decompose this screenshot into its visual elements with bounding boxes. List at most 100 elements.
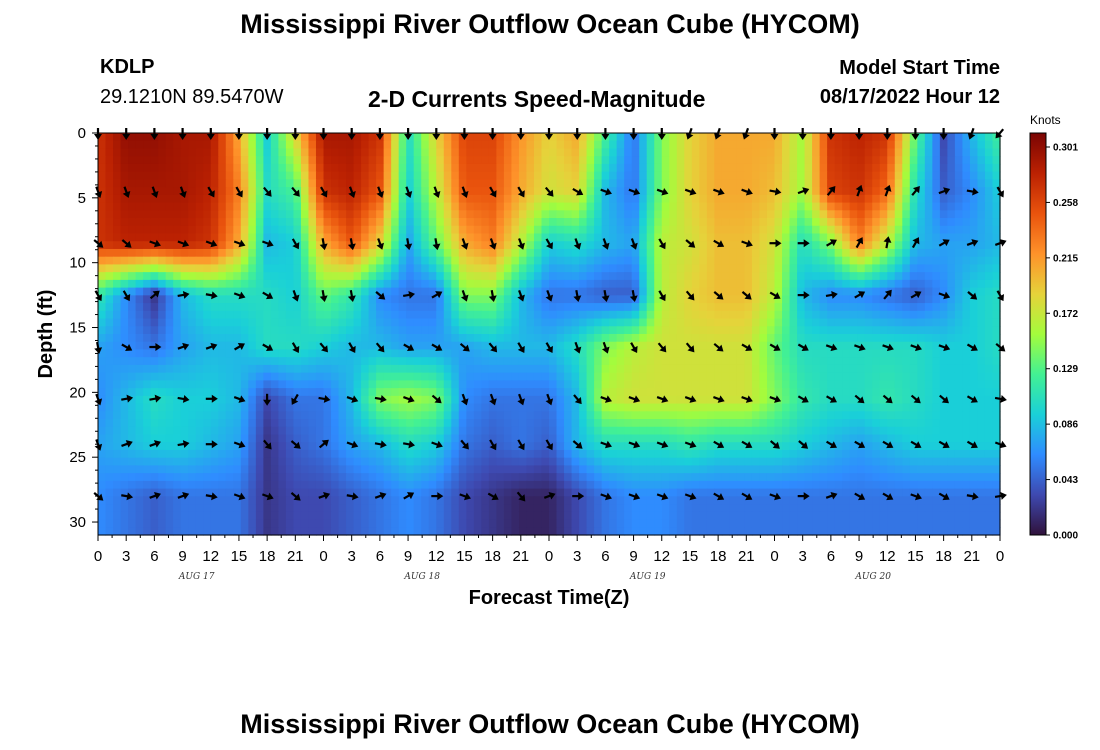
heatmap-cell bbox=[977, 442, 986, 451]
heatmap-cell bbox=[353, 140, 362, 150]
heatmap-cell bbox=[188, 442, 197, 451]
heatmap-cell bbox=[353, 295, 362, 304]
heatmap-cell bbox=[579, 388, 588, 397]
heatmap-cell bbox=[346, 272, 355, 281]
heatmap-cell bbox=[744, 179, 753, 188]
heatmap-cell bbox=[466, 411, 475, 420]
heatmap-cell bbox=[646, 202, 655, 211]
heatmap-cell bbox=[421, 318, 430, 327]
heatmap-cell bbox=[706, 241, 715, 250]
heatmap-cell bbox=[270, 334, 279, 343]
heatmap-cell bbox=[939, 218, 948, 227]
heatmap-cell bbox=[413, 171, 422, 180]
heatmap-cell bbox=[684, 279, 693, 289]
heatmap-cell bbox=[240, 357, 249, 366]
heatmap-cell bbox=[857, 326, 866, 335]
heatmap-cell bbox=[939, 411, 948, 420]
heatmap-cell bbox=[383, 156, 392, 165]
heatmap-cell bbox=[924, 287, 933, 296]
heatmap-cell bbox=[782, 140, 791, 150]
heatmap-cell bbox=[879, 218, 888, 227]
heatmap-cell bbox=[797, 334, 806, 343]
heatmap-cell bbox=[233, 326, 242, 335]
heatmap-cell bbox=[308, 233, 317, 242]
heatmap-cell bbox=[413, 434, 422, 443]
heatmap-cell bbox=[849, 287, 858, 296]
heatmap-cell bbox=[331, 233, 340, 242]
heatmap-cell bbox=[458, 403, 467, 412]
heatmap-cell bbox=[879, 349, 888, 358]
heatmap-cell bbox=[917, 241, 926, 250]
heatmap-cell bbox=[391, 218, 400, 227]
heatmap-cell bbox=[270, 248, 279, 258]
heatmap-cell bbox=[579, 218, 588, 227]
heatmap-cell bbox=[285, 303, 295, 312]
heatmap-cell bbox=[120, 218, 129, 227]
heatmap-cell bbox=[135, 148, 144, 157]
heatmap-cell bbox=[368, 442, 377, 451]
heatmap-cell bbox=[488, 163, 497, 173]
heatmap-cell bbox=[902, 171, 911, 180]
heatmap-cell bbox=[684, 272, 693, 281]
heatmap-cell bbox=[150, 194, 159, 204]
heatmap-cell bbox=[894, 434, 903, 443]
heatmap-cell bbox=[639, 256, 648, 266]
heatmap-cell bbox=[218, 187, 227, 196]
heatmap-cell bbox=[526, 449, 535, 459]
heatmap-cell bbox=[421, 395, 430, 405]
heatmap-cell bbox=[240, 364, 249, 374]
heatmap-cell bbox=[451, 272, 460, 281]
heatmap-cell bbox=[736, 349, 746, 358]
heatmap-cell bbox=[857, 179, 866, 188]
heatmap-cell bbox=[165, 225, 174, 235]
heatmap-cell bbox=[158, 256, 167, 266]
heatmap-cell bbox=[766, 179, 776, 188]
heatmap-cell bbox=[165, 380, 174, 389]
heatmap-cell bbox=[225, 341, 234, 351]
heatmap-cell bbox=[654, 202, 663, 211]
heatmap-cell bbox=[902, 426, 911, 436]
heatmap-cell bbox=[481, 163, 490, 173]
heatmap-cell bbox=[338, 380, 347, 389]
heatmap-cell bbox=[443, 218, 452, 227]
heatmap-cell bbox=[721, 295, 730, 304]
heatmap-cell bbox=[113, 318, 122, 327]
heatmap-cell bbox=[984, 218, 994, 227]
heatmap-cell bbox=[894, 341, 903, 351]
heatmap-cell bbox=[331, 256, 340, 266]
heatmap-cell bbox=[827, 248, 836, 258]
heatmap-cell bbox=[421, 248, 430, 258]
heatmap-cell bbox=[503, 264, 513, 273]
heatmap-cell bbox=[143, 442, 152, 451]
heatmap-cell bbox=[143, 287, 152, 296]
heatmap-cell bbox=[594, 264, 603, 273]
heatmap-cell bbox=[984, 341, 994, 351]
heatmap-cell bbox=[646, 133, 655, 142]
heatmap-cell bbox=[661, 303, 670, 312]
heatmap-cell bbox=[225, 357, 234, 366]
heatmap-cell bbox=[744, 194, 753, 204]
heatmap-cell bbox=[969, 233, 979, 242]
heatmap-cell bbox=[894, 364, 903, 374]
heatmap-cell bbox=[165, 395, 174, 405]
heatmap-cell bbox=[782, 303, 791, 312]
heatmap-cell bbox=[887, 349, 896, 358]
heatmap-cell bbox=[654, 241, 663, 250]
heatmap-cell bbox=[173, 225, 182, 235]
heatmap-cell bbox=[210, 372, 219, 381]
heatmap-cell bbox=[173, 357, 182, 366]
heatmap-cell bbox=[173, 364, 182, 374]
heatmap-cell bbox=[917, 264, 926, 273]
heatmap-cell bbox=[376, 449, 385, 459]
heatmap-cell bbox=[240, 256, 249, 266]
heatmap-cell bbox=[240, 318, 249, 327]
heatmap-cell bbox=[782, 210, 791, 219]
heatmap-cell bbox=[917, 218, 926, 227]
heatmap-cell bbox=[391, 318, 400, 327]
heatmap-cell bbox=[443, 241, 452, 250]
heatmap-cell bbox=[135, 140, 144, 150]
heatmap-cell bbox=[293, 388, 302, 397]
heatmap-cell bbox=[413, 233, 422, 242]
heatmap-cell bbox=[248, 272, 257, 281]
heatmap-cell bbox=[819, 434, 828, 443]
